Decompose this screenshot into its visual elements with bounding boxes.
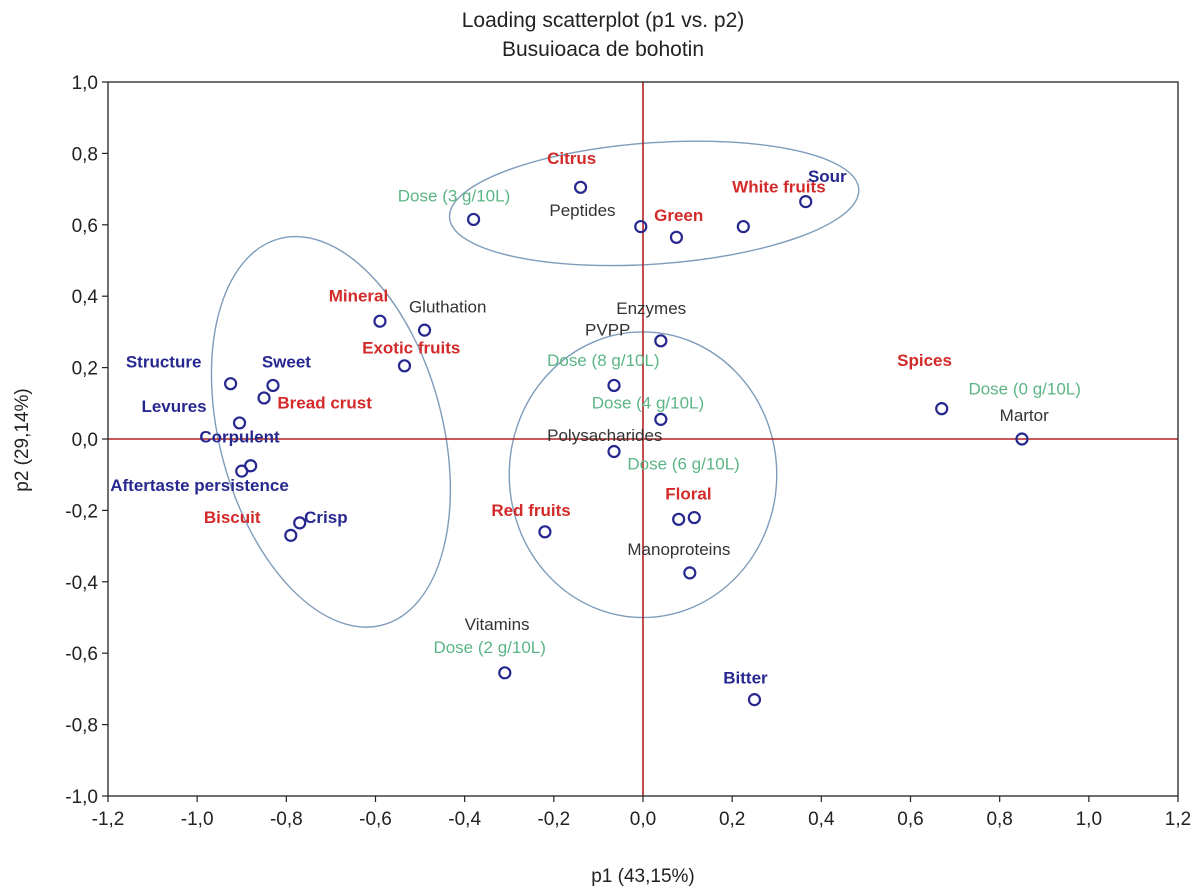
point-label: Crisp [304, 508, 347, 527]
data-point [538, 525, 552, 539]
data-point [235, 464, 249, 478]
data-point [224, 377, 238, 391]
data-point [257, 391, 271, 405]
x-tick-label: -1,2 [92, 809, 125, 830]
y-tick-label: -0,2 [65, 501, 98, 522]
point-label: Sour [808, 167, 847, 186]
y-axis-title: p2 (29,14%) [12, 388, 33, 492]
data-point [1015, 432, 1029, 446]
point-label: Dose (8 g/10L) [547, 351, 659, 370]
y-tick-label: 1,0 [72, 73, 98, 94]
data-point [669, 230, 684, 244]
chart-subtitle: Busuioaca de bohotin [502, 38, 704, 61]
y-tick-label: -0,8 [65, 716, 98, 737]
cluster-ellipse [448, 140, 860, 267]
data-point [284, 528, 298, 542]
x-tick-label: 0,8 [986, 809, 1012, 830]
y-axis-ticks: -1,0 -0,8 -0,6 -0,4 -0,2 0,0 0,2 0,4 0,6 0,8 1,0 [65, 73, 108, 808]
data-point [683, 566, 697, 580]
data-point [573, 180, 588, 194]
point-label: Levures [141, 397, 206, 416]
data-point [687, 510, 701, 525]
point-label: Dose (3 g/10L) [398, 187, 510, 206]
point-labels: Citrus Dose (3 g/10L) Peptides Green White f… [110, 149, 1081, 687]
point-label: White fruits [732, 178, 826, 197]
x-tick-label: 0,6 [897, 809, 923, 830]
point-label: Exotic fruits [362, 338, 460, 357]
x-tick-label: 0,0 [630, 809, 656, 830]
data-point [747, 693, 762, 707]
y-tick-label: -0,6 [65, 644, 98, 665]
point-label: Floral [665, 485, 711, 504]
cluster-ellipse [210, 235, 452, 628]
data-points [224, 180, 1029, 707]
point-label: Structure [126, 353, 202, 372]
point-label: Biscuit [204, 508, 261, 527]
y-tick-label: 0,6 [72, 216, 98, 237]
point-label: Red fruits [491, 501, 570, 520]
data-point [654, 412, 668, 426]
data-point [799, 194, 813, 209]
x-tick-label: 1,0 [1076, 809, 1102, 830]
chart-title: Loading scatterplot (p1 vs. p2) [462, 9, 745, 32]
x-tick-label: 0,4 [808, 809, 835, 830]
data-point [373, 314, 387, 328]
point-label: Aftertaste persistence [110, 476, 289, 495]
x-tick-label: -0,2 [537, 809, 570, 830]
data-point [498, 666, 512, 680]
data-point [672, 512, 686, 526]
point-label: Dose (4 g/10L) [592, 394, 704, 413]
y-tick-label: 0,2 [72, 359, 98, 380]
point-label: Dose (6 g/10L) [627, 454, 739, 473]
data-point [736, 219, 750, 234]
x-tick-label: 1,2 [1165, 809, 1191, 830]
point-label: Green [654, 206, 703, 225]
data-point [397, 359, 412, 373]
reference-lines [108, 82, 1178, 796]
x-axis-title: p1 (43,15%) [591, 866, 695, 887]
point-label: Sweet [262, 353, 311, 372]
x-axis-ticks: -1,2 -1,0 -0,8 -0,6 -0,4 -0,2 0,0 0,2 0,4 0,6 0,8 1… [92, 796, 1191, 830]
data-point [266, 378, 280, 393]
point-label: Bitter [723, 669, 768, 688]
point-label: Vitamins [465, 615, 530, 634]
x-tick-label: -1,0 [181, 809, 214, 830]
data-point [293, 516, 307, 530]
y-tick-label: 0,4 [72, 287, 99, 308]
data-point [607, 444, 621, 459]
x-tick-label: -0,6 [359, 809, 392, 830]
point-label: Bread crust [277, 394, 372, 413]
y-tick-label: -0,4 [65, 573, 98, 594]
data-point [417, 323, 432, 337]
point-label: Manoproteins [627, 540, 730, 559]
data-point [232, 416, 247, 430]
point-label: PVPP [585, 320, 630, 339]
point-label: Dose (0 g/10L) [968, 379, 1080, 398]
point-label: Gluthation [409, 297, 487, 316]
x-tick-label: -0,4 [448, 809, 481, 830]
x-tick-label: -0,8 [270, 809, 303, 830]
point-label: Martor [1000, 406, 1049, 425]
data-point [654, 334, 668, 348]
point-label: Spices [897, 351, 952, 370]
data-point [466, 212, 481, 227]
point-label: Dose (2 g/10L) [433, 638, 545, 657]
y-tick-label: 0,0 [72, 430, 98, 451]
point-label: Peptides [549, 201, 615, 220]
data-point [634, 219, 648, 234]
point-label: Corpulent [199, 428, 280, 447]
data-point [935, 402, 949, 416]
x-tick-label: 0,2 [719, 809, 745, 830]
point-label: Mineral [329, 287, 389, 306]
data-point [607, 378, 621, 393]
point-label: Enzymes [616, 299, 686, 318]
point-label: Citrus [547, 149, 596, 168]
y-tick-label: 0,8 [72, 144, 98, 165]
y-tick-label: -1,0 [65, 787, 98, 808]
point-label: Polysacharides [547, 426, 662, 445]
